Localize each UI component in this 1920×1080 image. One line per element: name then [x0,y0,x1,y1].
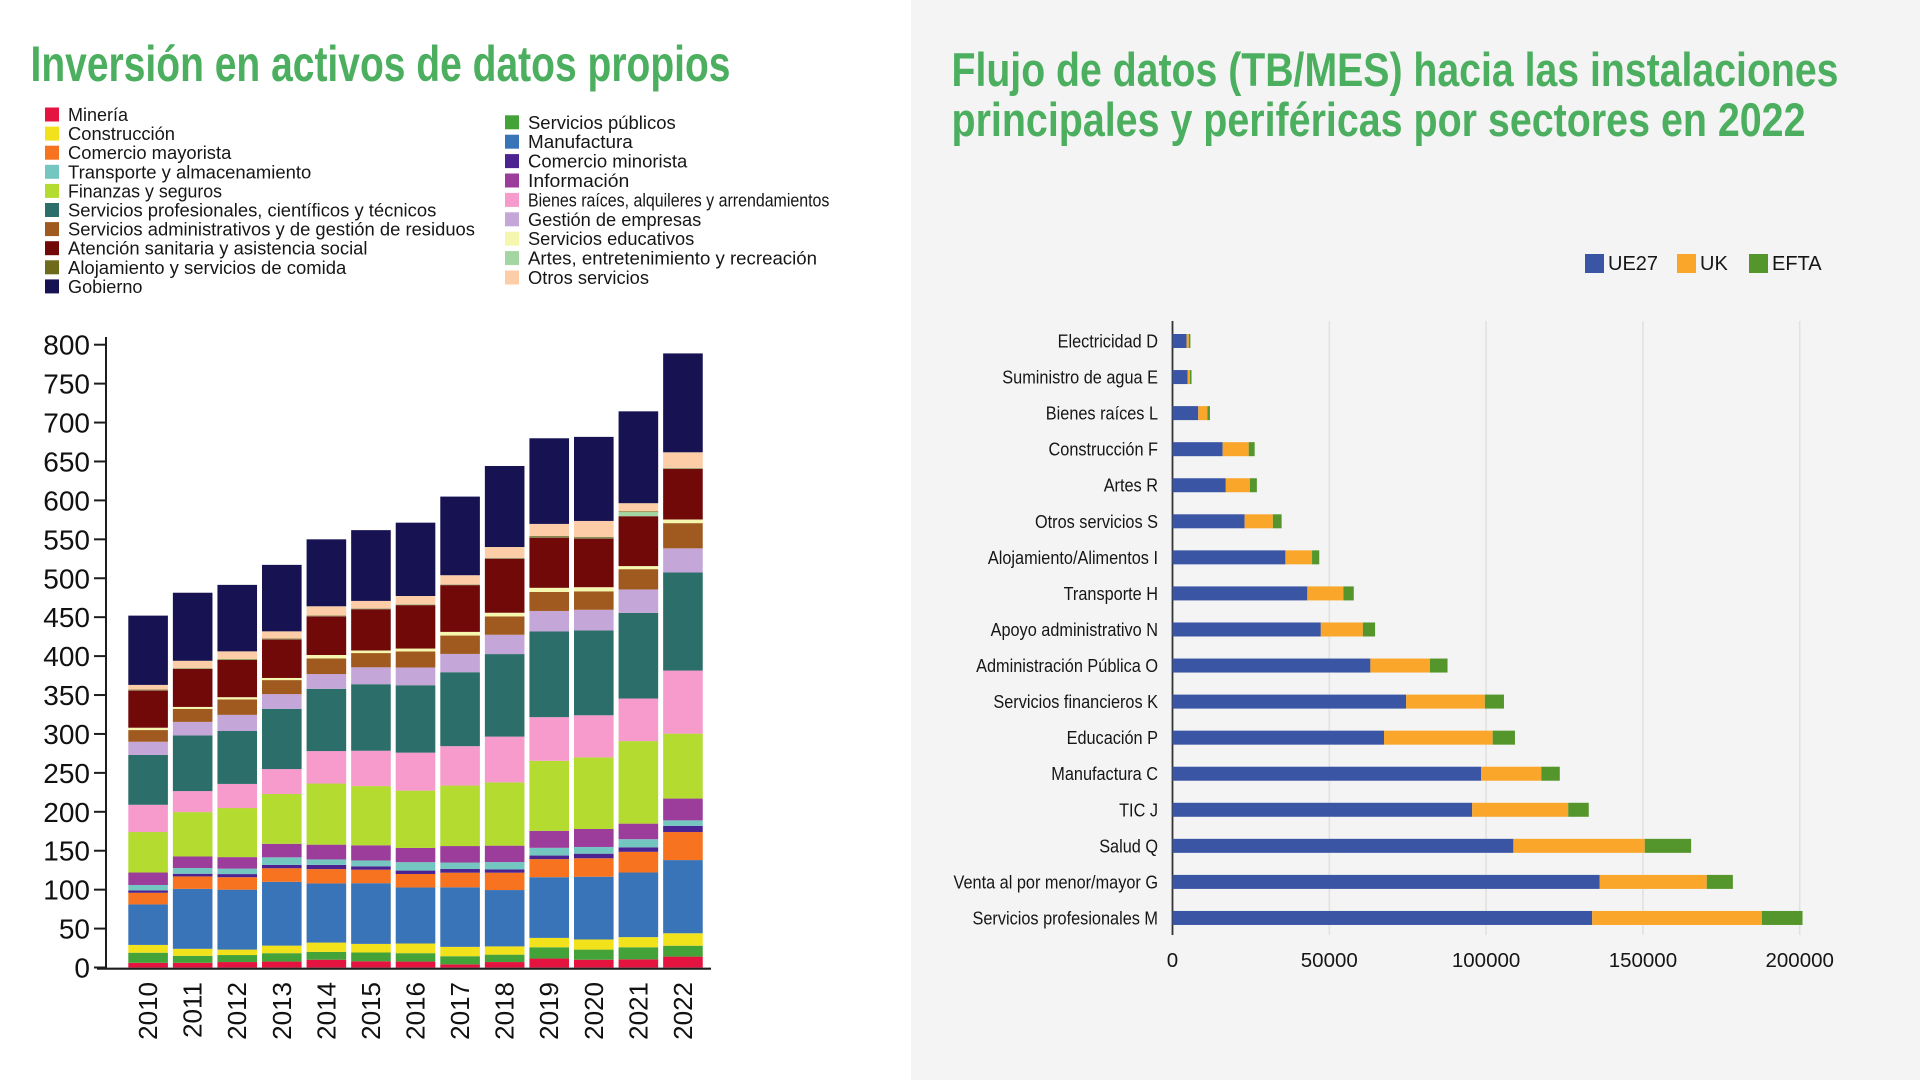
svg-text:150000: 150000 [1609,949,1677,972]
svg-text:Bienes raíces L: Bienes raíces L [1046,403,1158,424]
svg-text:Suministro de agua E: Suministro de agua E [1002,367,1158,388]
svg-text:2015: 2015 [356,982,386,1040]
svg-text:Educación P: Educación P [1067,727,1158,748]
svg-text:Otros servicios: Otros servicios [528,268,649,288]
svg-text:Construcción: Construcción [68,124,175,144]
svg-text:600: 600 [43,485,90,516]
svg-text:Finanzas y seguros: Finanzas y seguros [68,181,222,201]
svg-text:2019: 2019 [534,982,564,1040]
svg-text:2017: 2017 [445,982,475,1040]
svg-text:200000: 200000 [1765,949,1833,972]
svg-text:Servicios educativos: Servicios educativos [528,229,694,249]
svg-text:Artes, entretenimiento y recre: Artes, entretenimiento y recreación [528,249,817,269]
svg-text:Servicios profesionales, cient: Servicios profesionales, científicos y t… [68,201,436,221]
svg-text:Gobierno: Gobierno [68,277,143,297]
svg-text:Bienes raíces, alquileres y ar: Bienes raíces, alquileres y arrendamient… [528,190,829,210]
svg-text:750: 750 [43,369,90,400]
svg-text:Servicios profesionales M: Servicios profesionales M [973,907,1159,928]
svg-text:450: 450 [43,602,90,633]
svg-text:TIC J: TIC J [1119,799,1158,820]
svg-text:0: 0 [74,953,90,984]
svg-text:Inversión en activos de datos: Inversión en activos de datos propios [31,36,731,92]
svg-text:2011: 2011 [178,982,208,1038]
svg-text:UK: UK [1700,253,1728,275]
svg-text:2022: 2022 [668,982,698,1040]
svg-text:Alojamiento y servicios de com: Alojamiento y servicios de comida [68,258,347,278]
svg-text:Manufactura: Manufactura [528,132,634,152]
svg-text:Gestión de empresas: Gestión de empresas [528,210,701,230]
svg-text:Otros servicios S: Otros servicios S [1035,511,1158,532]
svg-text:800: 800 [43,330,90,361]
svg-text:Transporte y almacenamiento: Transporte y almacenamiento [68,162,311,182]
svg-text:Manufactura C: Manufactura C [1051,763,1158,784]
svg-text:50: 50 [59,914,90,945]
svg-text:Comercio minorista: Comercio minorista [528,152,688,172]
svg-text:100: 100 [43,875,90,906]
svg-text:Artes R: Artes R [1104,475,1158,496]
svg-text:Flujo de datos (TB/MES) hacia: Flujo de datos (TB/MES) hacia las instal… [952,43,1839,96]
svg-text:2010: 2010 [133,982,163,1040]
svg-text:150: 150 [43,836,90,867]
svg-text:550: 550 [43,524,90,555]
svg-text:Electricidad D: Electricidad D [1058,331,1158,352]
svg-text:Alojamiento/Alimentos I: Alojamiento/Alimentos I [988,547,1158,568]
svg-text:UE27: UE27 [1608,253,1658,275]
svg-text:Salud Q: Salud Q [1099,835,1158,856]
svg-text:2018: 2018 [490,982,520,1040]
svg-text:100000: 100000 [1452,949,1520,972]
svg-text:Servicios administrativos y de: Servicios administrativos y de gestión d… [68,220,475,240]
svg-text:2016: 2016 [401,982,431,1040]
svg-text:200: 200 [43,797,90,828]
svg-text:Atención sanitaria y asistenci: Atención sanitaria y asistencia social [68,239,368,259]
svg-text:350: 350 [43,680,90,711]
svg-text:Comercio mayorista: Comercio mayorista [68,143,232,163]
svg-text:Servicios financieros K: Servicios financieros K [993,691,1158,712]
svg-text:Venta al por menor/mayor G: Venta al por menor/mayor G [954,871,1159,892]
svg-text:250: 250 [43,758,90,789]
svg-text:Apoyo administrativo N: Apoyo administrativo N [991,619,1158,640]
svg-text:Transporte H: Transporte H [1064,583,1158,604]
svg-text:500: 500 [43,563,90,594]
svg-text:Construcción F: Construcción F [1049,439,1159,460]
svg-text:2021: 2021 [623,982,653,1040]
svg-text:700: 700 [43,408,90,439]
svg-text:50000: 50000 [1301,949,1358,972]
svg-text:400: 400 [43,641,90,672]
svg-text:EFTA: EFTA [1772,253,1822,275]
svg-text:Información: Información [528,171,629,191]
svg-text:2013: 2013 [267,982,297,1040]
svg-text:650: 650 [43,446,90,477]
svg-text:300: 300 [43,719,90,750]
svg-text:2014: 2014 [311,982,341,1040]
svg-text:0: 0 [1167,949,1178,972]
svg-text:Minería: Minería [68,105,129,125]
svg-text:2012: 2012 [222,982,252,1040]
svg-text:Servicios públicos: Servicios públicos [528,113,676,133]
svg-text:2020: 2020 [579,982,609,1040]
svg-text:Administración Pública O: Administración Pública O [976,655,1158,676]
svg-text:principales y periféricas por: principales y periféricas por sectores e… [952,93,1806,146]
